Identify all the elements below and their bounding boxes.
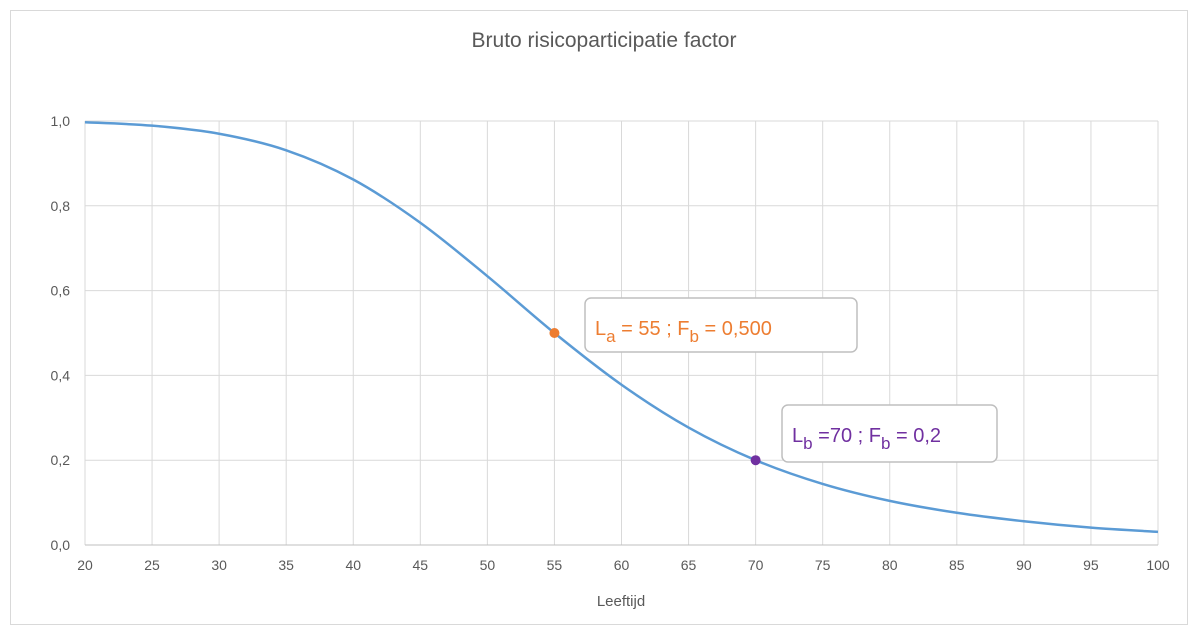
annotation-subscript: b xyxy=(803,434,812,453)
y-tick-label: 0,6 xyxy=(51,283,71,299)
x-tick-label: 70 xyxy=(748,557,764,573)
annotation-point xyxy=(549,328,560,338)
x-tick-label: 85 xyxy=(949,557,965,573)
annotation-subscript: a xyxy=(606,327,616,346)
x-tick-label: 40 xyxy=(345,557,361,573)
x-tick-label: 20 xyxy=(77,557,93,573)
annotation-text: = 0,500 xyxy=(699,318,772,340)
data-line xyxy=(84,121,1159,534)
annotation-subscript: b xyxy=(690,327,699,346)
x-tick-label: 100 xyxy=(1146,557,1170,573)
x-tick-label: 90 xyxy=(1016,557,1032,573)
annotation-label: La = 55 ; Fb = 0,500 xyxy=(595,318,772,346)
annotation-subscript: b xyxy=(881,434,890,453)
x-tick-label: 55 xyxy=(547,557,563,573)
annotation-text: = 55 ; F xyxy=(616,318,690,340)
x-tick-label: 45 xyxy=(413,557,429,573)
y-tick-label: 0,2 xyxy=(51,452,71,468)
annotation-text: =70 ; F xyxy=(813,425,881,447)
y-tick-label: 0,8 xyxy=(51,198,71,214)
annotation-label: Lb =70 ; Fb = 0,2 xyxy=(792,425,941,453)
x-tick-label: 25 xyxy=(144,557,160,573)
annotation-text: L xyxy=(595,318,606,340)
annotation-point xyxy=(750,455,761,466)
x-tick-label: 50 xyxy=(480,557,496,573)
x-tick-label: 95 xyxy=(1083,557,1099,573)
x-axis-title: Leeftijd xyxy=(597,593,645,610)
annotation-box xyxy=(584,297,858,353)
y-tick-label: 0,4 xyxy=(51,367,71,383)
y-tick-label: 1,0 xyxy=(51,113,71,129)
annotation-box xyxy=(781,404,998,463)
x-tick-label: 75 xyxy=(815,557,831,573)
x-tick-label: 30 xyxy=(211,557,227,573)
chart-title: Bruto risicoparticipatie factor xyxy=(472,29,737,52)
y-tick-label: 0,0 xyxy=(51,537,71,553)
x-tick-label: 60 xyxy=(614,557,630,573)
x-tick-label: 80 xyxy=(882,557,898,573)
annotation-text: L xyxy=(792,425,803,447)
x-tick-label: 65 xyxy=(681,557,697,573)
x-tick-label: 35 xyxy=(278,557,294,573)
annotation-text: = 0,2 xyxy=(890,425,941,447)
